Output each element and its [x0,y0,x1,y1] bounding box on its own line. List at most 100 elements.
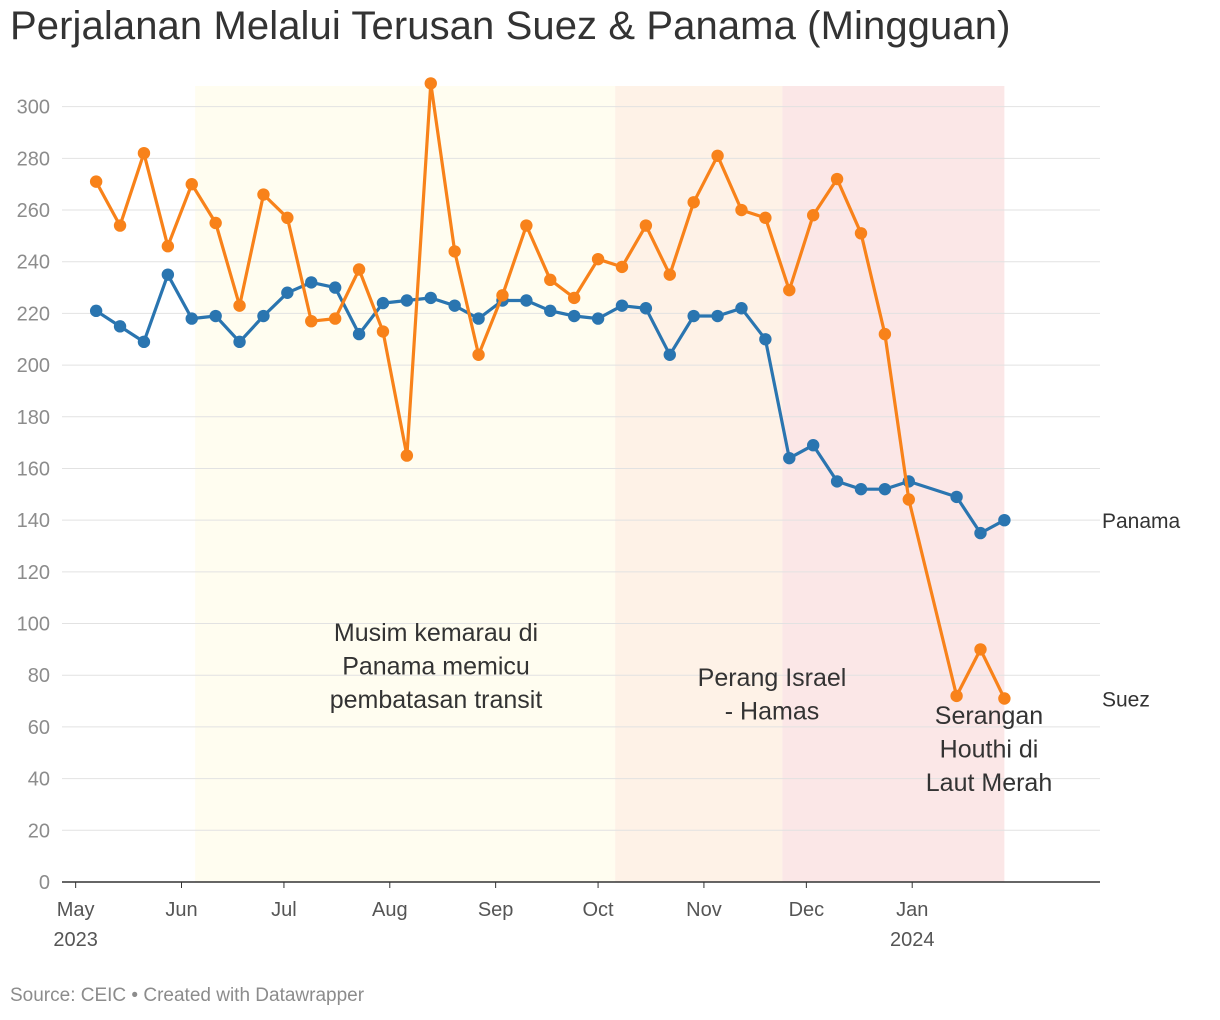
panama-point [113,320,127,333]
y-tick-label: 300 [17,97,50,119]
x-tick-label: Dec [789,899,825,921]
source-note: Source: CEIC • Created with Datawrapper [10,985,365,1006]
suez-point [615,260,629,274]
y-tick-label: 0 [39,872,50,894]
suez-point [352,263,366,276]
y-tick-label: 220 [17,303,50,325]
y-tick-label: 40 [28,769,50,791]
panama-point [591,312,605,325]
x-tick-label: Jun [165,899,197,921]
suez-point [878,327,892,341]
suez-point [663,268,676,281]
panama-point [520,294,533,307]
y-tick-label: 280 [17,148,50,170]
y-tick-label: 140 [17,510,50,532]
panama-point [328,281,342,294]
panama-point [209,309,222,323]
y-axis-ticks: 0 20 40 60 80 100 120 140 160 180 200 220 240 260 280 3… [17,97,50,894]
x-tick-year-label: 2024 [890,929,935,951]
range-annotation-line: pembatasan transit [330,686,543,714]
panama-point [161,268,175,281]
x-tick-label: Sep [478,899,514,921]
range-annotation-line: Panama memicu [342,653,530,681]
suez-point [902,493,915,506]
panama-point [424,291,437,305]
suez-point [233,299,246,312]
highlight-range-1 [615,86,783,882]
y-tick-label: 80 [28,665,50,687]
x-tick-label: Jul [271,899,297,921]
panama-series-label: Panama [1102,510,1181,533]
suez-point [806,209,820,222]
y-tick-label: 260 [17,200,50,222]
suez-point [998,692,1011,705]
suez-point [328,312,342,325]
suez-point [137,146,151,160]
panama-point [233,335,246,349]
panama-point [950,490,963,504]
range-annotation-line: Musim kemarau di [334,619,538,647]
x-tick-label: Aug [372,899,408,921]
panama-point [448,299,461,312]
range-annotation-line: Perang Israel [698,664,847,692]
panama-point [281,286,294,299]
suez-point [759,211,772,225]
suez-point [496,289,509,302]
panama-point [830,475,844,488]
panama-point [376,296,390,310]
panama-point [544,304,557,318]
panama-point [974,526,987,540]
suez-point [305,314,318,328]
suez-point [472,348,485,361]
panama-point [663,348,676,361]
suez-point [567,291,581,305]
y-tick-label: 100 [17,614,50,636]
suez-point [257,188,270,201]
panama-point [400,294,414,307]
suez-series-label: Suez [1102,689,1150,712]
suez-point [591,252,605,266]
suez-point [161,240,175,253]
suez-point [424,77,437,90]
suez-point [783,283,796,297]
line-chart: 0 20 40 60 80 100 120 140 160 180 200 220 240 260 280 3… [17,77,1181,951]
series-lines: Panama Suez [89,77,1181,712]
panama-point [257,309,270,323]
highlight-range-2 [782,86,1005,882]
panama-point [639,302,653,315]
suez-point [89,175,103,188]
panama-point [615,299,629,312]
panama-point [137,335,151,349]
x-tick-label: Jan [896,899,928,921]
highlight-range-0 [195,86,616,882]
highlight-ranges [195,86,1005,882]
range-annotation-line: - Hamas [725,698,819,726]
suez-point [639,219,653,232]
panama-point [998,513,1011,527]
y-tick-label: 120 [17,562,50,584]
suez-point [185,178,198,191]
y-tick-label: 240 [17,252,50,274]
panama-point [185,312,198,325]
y-tick-label: 20 [28,820,50,842]
panama-point [567,309,581,323]
suez-point [687,196,700,209]
panama-point [352,327,366,341]
range-annotation-line: Houthi di [940,736,1039,764]
panama-point [89,304,103,318]
y-tick-label: 180 [17,407,50,429]
suez-point [113,219,127,232]
suez-point [209,216,222,230]
suez-point [544,273,557,287]
range-annotations: Musim kemarau di Panama memicu pembatasan … [330,619,1053,797]
x-tick-label: Nov [686,899,722,921]
suez-point [854,227,868,240]
y-tick-label: 160 [17,458,50,480]
panama-point [472,312,485,325]
x-tick-label: Oct [583,899,615,921]
suez-point [711,149,724,162]
suez-point [950,689,963,703]
panama-point [783,451,796,465]
panama-point [735,302,748,315]
x-tick-year-label: 2023 [53,929,98,951]
